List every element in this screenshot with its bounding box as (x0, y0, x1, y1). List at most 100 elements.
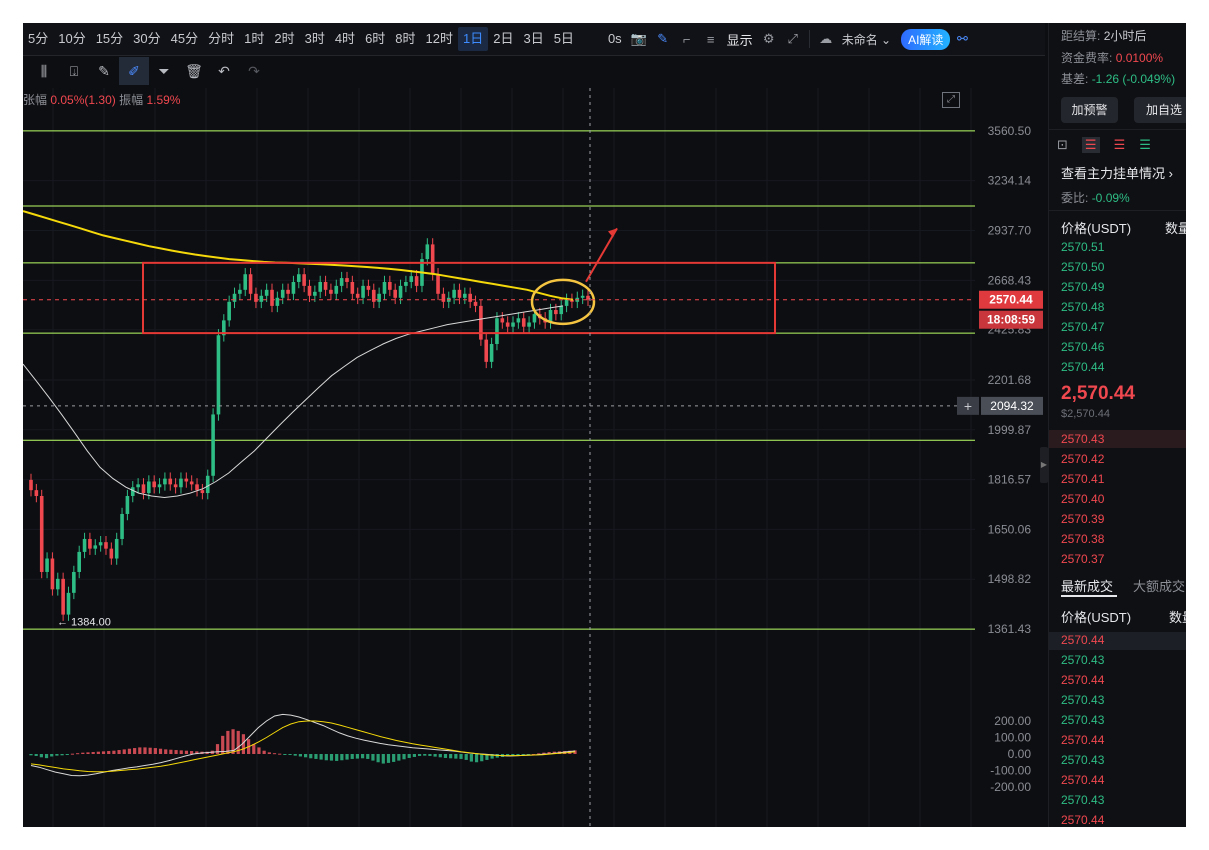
depth-link[interactable]: 查看主力挂单情况 › (1061, 163, 1173, 182)
price-header: 价格(USDT) (1061, 221, 1132, 236)
expand-icon[interactable]: ⤢ (942, 92, 960, 108)
brush-icon[interactable]: ✐ (119, 57, 149, 85)
timeframe-15[interactable]: 3日 (523, 31, 544, 46)
timeframe-1[interactable]: 10分 (58, 31, 86, 46)
timeframe-5[interactable]: 分时 (208, 31, 235, 46)
timeframe-16[interactable]: 5日 (553, 31, 574, 46)
indicator-icon[interactable]: ⍗ (69, 62, 79, 79)
macd-histogram-bar (459, 754, 463, 759)
undo-icon[interactable]: ↶ (218, 62, 230, 79)
macd-histogram-bar (449, 754, 453, 759)
candle-body (163, 478, 167, 485)
candle-body (414, 276, 419, 286)
bid-price[interactable]: 2570.50 (1061, 260, 1105, 274)
ask-price[interactable]: 2570.38 (1061, 532, 1105, 546)
macd-histogram-bar (190, 751, 194, 754)
candle-body (184, 478, 189, 482)
macd-histogram-bar (531, 754, 536, 755)
bid-price[interactable]: 2570.49 (1061, 280, 1105, 294)
macd-histogram-bar (184, 750, 189, 754)
candle-body (45, 558, 49, 572)
timeframe-4[interactable]: 45分 (170, 31, 199, 46)
price-axis-label: 1498.82 (988, 572, 1032, 586)
mode-both-icon[interactable]: ⊡ (1057, 137, 1068, 152)
timeframe-10[interactable]: 6时 (365, 31, 386, 46)
pen-icon[interactable]: ✎ (657, 31, 669, 46)
camera-icon[interactable]: 📷 (630, 31, 647, 46)
add-watchlist-button[interactable]: 加自选 (1134, 97, 1186, 123)
cloud-icon[interactable]: ☁ (819, 31, 833, 46)
candle-body (425, 244, 430, 260)
trash-icon[interactable]: 🗑 (185, 62, 203, 79)
candle-body (259, 295, 264, 302)
candle-body (345, 278, 349, 282)
macd-histogram-bar (262, 750, 266, 754)
ask-price[interactable]: 2570.40 (1061, 492, 1105, 506)
tab-latest-trades[interactable]: 最新成交 (1061, 579, 1114, 594)
ratio-row: 委比: -0.09% (1061, 189, 1130, 206)
list-icon[interactable]: ≡ (706, 31, 715, 47)
candle-body (323, 281, 328, 290)
display-button[interactable]: 显示 (726, 32, 753, 48)
share-icon[interactable]: ⚯ (956, 31, 968, 46)
timeframe-11[interactable]: 8时 (395, 31, 416, 46)
timeframe-3[interactable]: 30分 (133, 31, 161, 46)
ask-price[interactable]: 2570.41 (1061, 472, 1105, 486)
candle-body (66, 592, 71, 615)
ask-price[interactable]: 2570.37 (1061, 552, 1105, 566)
filter-icon[interactable]: ⏷ (158, 62, 170, 79)
collapse-sidebar-handle[interactable]: ▶ (1040, 447, 1048, 483)
macd-axis-label: 100.00 (994, 731, 1031, 745)
mode-asks-icon[interactable]: ☰ (1113, 137, 1126, 152)
timeframe-7[interactable]: 2时 (274, 31, 295, 46)
bid-price[interactable]: 2570.47 (1061, 320, 1105, 334)
candle-body (34, 490, 39, 497)
bid-price[interactable]: 2570.48 (1061, 300, 1105, 314)
timeframe-13[interactable]: 1日 (458, 27, 489, 51)
note-icon[interactable]: ✎ (98, 62, 110, 79)
timeframe-12[interactable]: 12时 (425, 31, 453, 46)
timeframe-2[interactable]: 15分 (95, 31, 124, 46)
crosshair-price-tag: 2094.32 (990, 399, 1034, 413)
ai-button[interactable]: AI解读 (901, 28, 951, 50)
candle-body (238, 289, 242, 294)
candle-body (355, 293, 360, 298)
candle-body (136, 484, 140, 488)
macd-histogram-bar (158, 748, 163, 754)
mode-bids-icon[interactable]: ☰ (1139, 137, 1151, 152)
timeframe-8[interactable]: 3时 (304, 31, 325, 46)
add-alert-button[interactable]: 加预警 (1061, 97, 1118, 123)
depth-link-text: 查看主力挂单情况 (1061, 166, 1166, 181)
timeframe-9[interactable]: 4时 (334, 31, 356, 46)
macd-histogram-bar (50, 754, 54, 757)
timeframe-0[interactable]: 5分 (28, 31, 49, 46)
bid-price[interactable]: 2570.46 (1061, 340, 1105, 354)
layout-name-dropdown[interactable]: 未命名 ⌄ (841, 32, 892, 47)
expand-icon[interactable]: ⤢ (787, 31, 798, 46)
redo-icon[interactable]: ↷ (248, 62, 260, 79)
mode-split-icon[interactable]: ☰ (1081, 137, 1100, 153)
timeframe-14[interactable]: 2日 (493, 31, 514, 46)
candle-body (227, 301, 231, 321)
timeframe-6[interactable]: 1时 (244, 31, 265, 46)
basis-row: 基差: -1.26 (-0.049%) (1061, 70, 1175, 87)
macd-histogram-bar (70, 753, 75, 755)
timezone-selector[interactable]: 0s (607, 31, 622, 46)
candles-icon[interactable]: ⫼ (40, 62, 48, 79)
price-axis-label: 3560.50 (988, 124, 1032, 138)
fullscreen-frame-icon[interactable]: ⌐ (682, 31, 691, 47)
bid-price[interactable]: 2570.51 (1061, 240, 1105, 254)
price-chart[interactable]: 3560.503234.142937.702668.432425.832201.… (23, 23, 1045, 827)
bid-price[interactable]: 2570.44 (1061, 360, 1105, 374)
macd-histogram-bar (454, 754, 458, 759)
gear-icon[interactable]: ⚙ (762, 31, 775, 46)
ask-price[interactable]: 2570.39 (1061, 512, 1105, 526)
candle-body (222, 320, 226, 336)
candle-body (50, 558, 55, 590)
ask-price[interactable]: 2570.42 (1061, 452, 1105, 466)
tab-large-trades[interactable]: 大额成交 (1133, 579, 1186, 594)
candle-body (388, 281, 392, 290)
macd-histogram-bar (96, 751, 100, 754)
macd-histogram-bar (485, 754, 489, 760)
ask-price[interactable]: 2570.43 (1061, 432, 1105, 446)
